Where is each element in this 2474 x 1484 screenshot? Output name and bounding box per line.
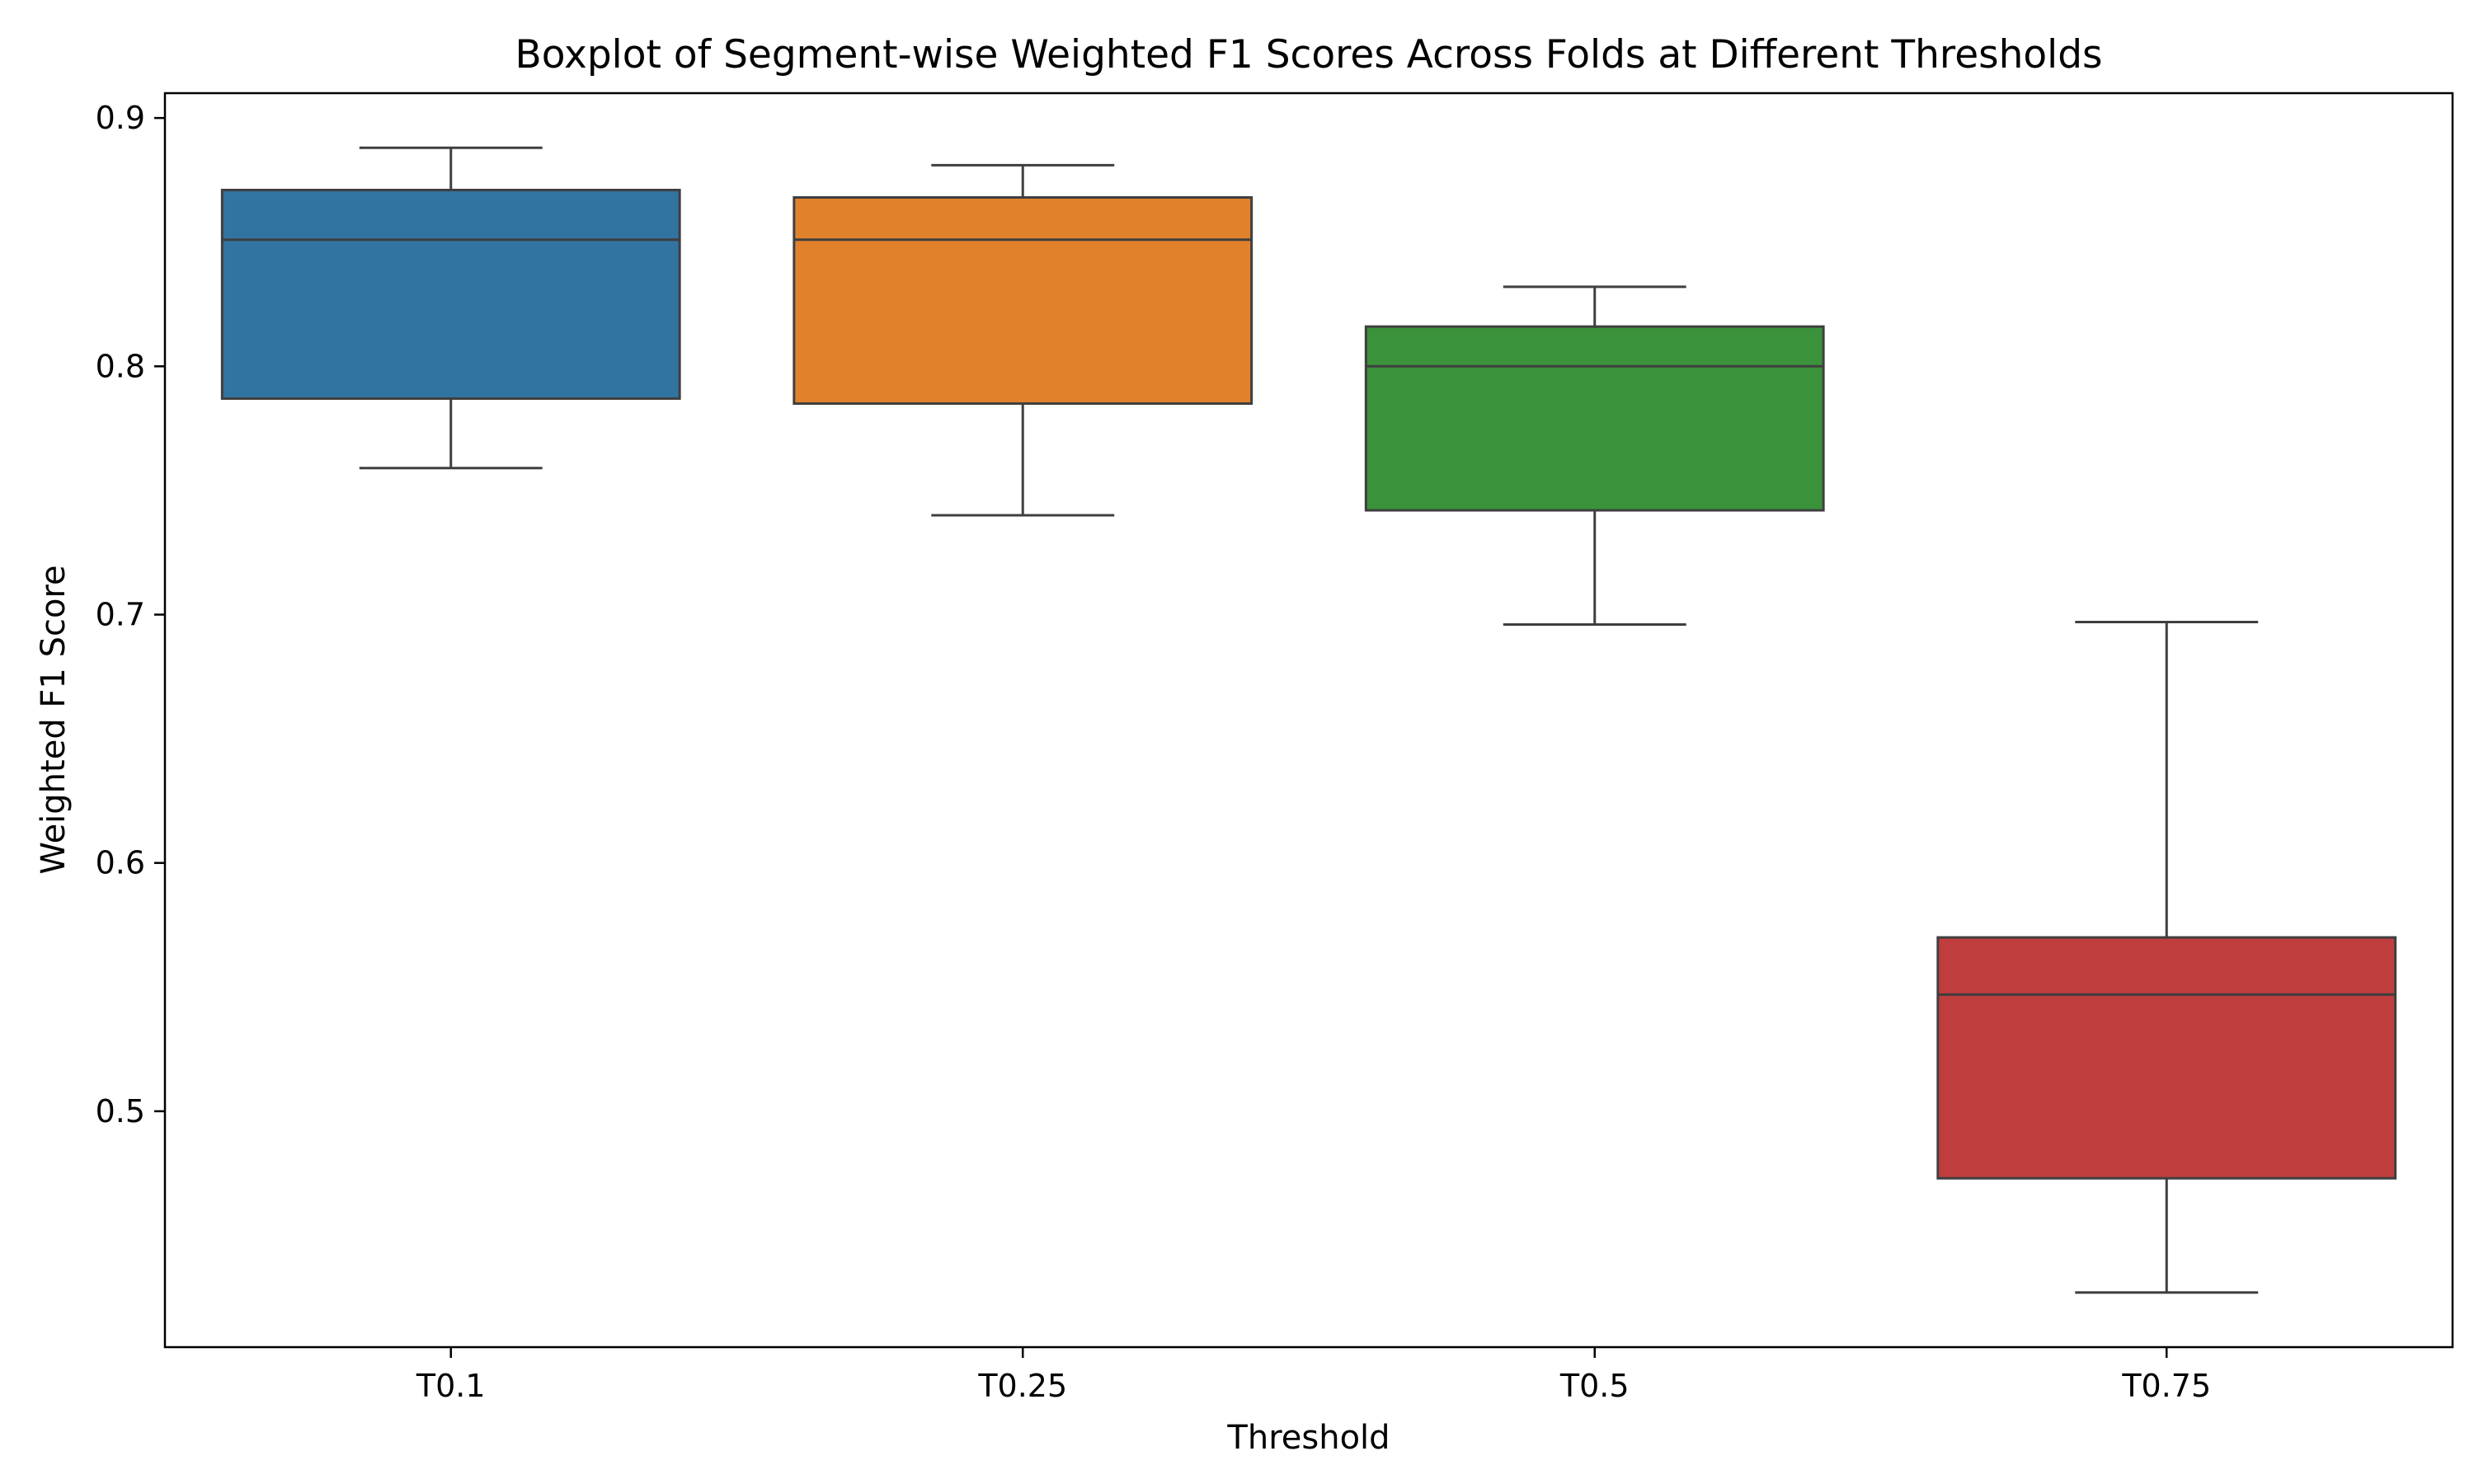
x-tick-label: T0.5 — [1559, 1368, 1630, 1404]
chart-title: Boxplot of Segment-wise Weighted F1 Scor… — [515, 32, 2102, 77]
x-axis-ticks: T0.1 T0.25 T0.5 T0.75 — [416, 1347, 2211, 1404]
box-group-t0-25 — [793, 163, 1253, 517]
y-tick-label: 0.6 — [96, 845, 145, 881]
y-tick-label: 0.5 — [96, 1093, 145, 1129]
y-axis-ticks: 0.5 0.6 0.7 0.8 0.9 — [96, 100, 165, 1129]
y-tick-label: 0.7 — [96, 596, 145, 632]
box-iqr — [1936, 936, 2397, 1180]
plot-area-frame — [163, 92, 2454, 1349]
y-tick-label: 0.8 — [96, 348, 145, 384]
box-group-t0-1 — [220, 146, 681, 470]
x-tick-label: T0.75 — [2121, 1368, 2211, 1404]
box-iqr — [793, 195, 1253, 405]
x-tick-label: T0.25 — [977, 1368, 1067, 1404]
boxes-layer — [220, 146, 2397, 1294]
x-axis-label: Threshold — [1226, 1419, 1390, 1457]
x-tick-label: T0.1 — [416, 1368, 486, 1404]
box-group-t0-75 — [1936, 621, 2397, 1294]
box-iqr — [1364, 325, 1825, 512]
y-axis-label: Weighted F1 Score — [35, 565, 73, 874]
box-iqr — [220, 188, 681, 400]
box-group-t0-5 — [1364, 285, 1825, 627]
y-tick-label: 0.9 — [96, 100, 145, 136]
